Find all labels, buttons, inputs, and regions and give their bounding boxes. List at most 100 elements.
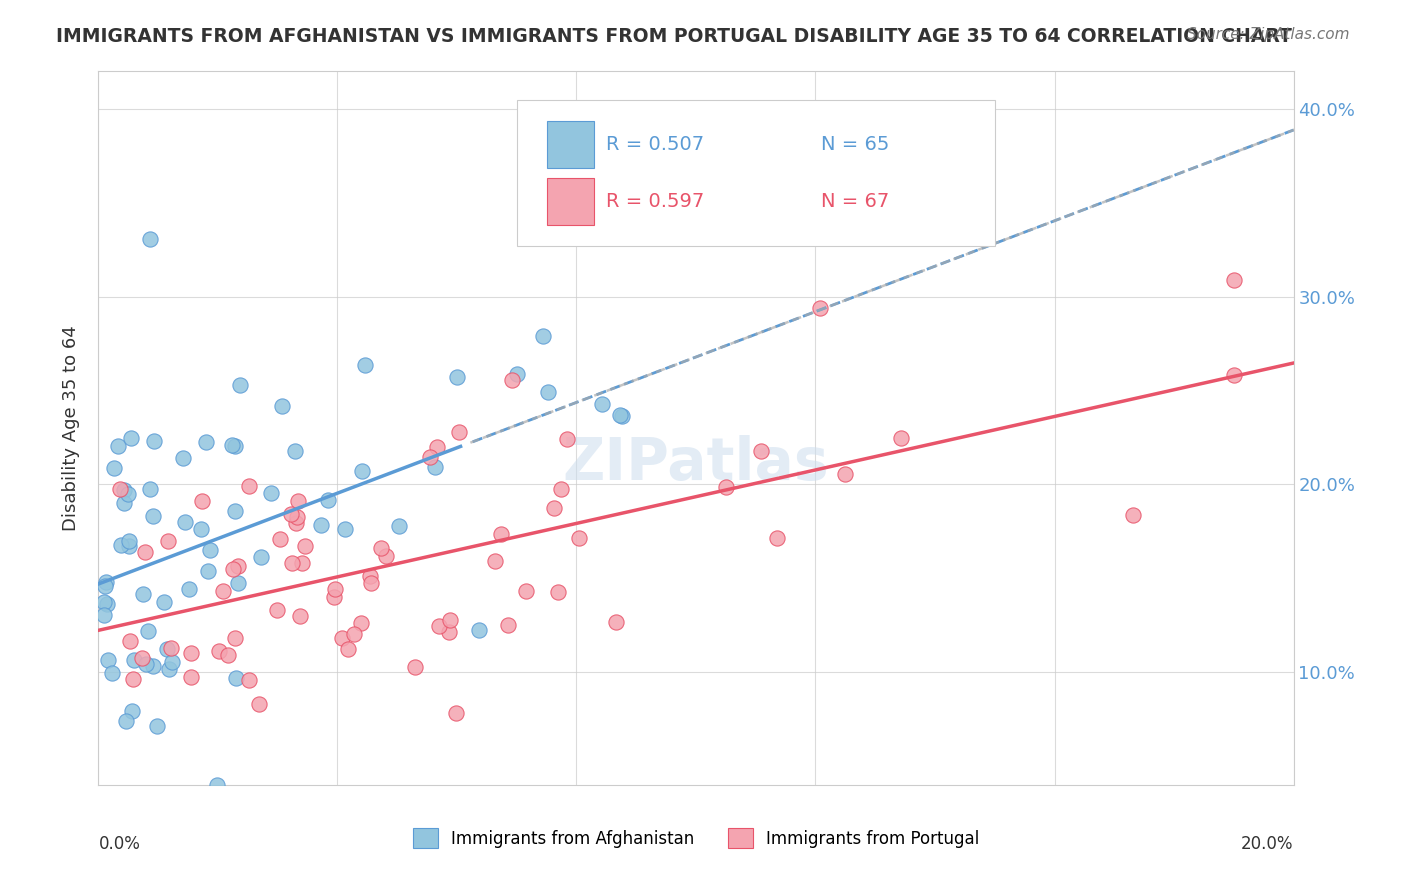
- Point: [153, 595, 176, 609]
- Point: [343, 626, 366, 640]
- Point: [337, 642, 360, 657]
- Point: [226, 575, 249, 590]
- Point: [555, 432, 578, 446]
- Point: [359, 569, 381, 583]
- Point: [249, 697, 271, 711]
- Text: N = 65: N = 65: [821, 136, 890, 154]
- Point: [112, 496, 135, 510]
- Point: [93, 607, 115, 622]
- Point: [217, 648, 239, 662]
- Point: [191, 494, 214, 508]
- Point: [354, 358, 377, 372]
- Y-axis label: Disability Age 35 to 64: Disability Age 35 to 64: [62, 326, 80, 531]
- Point: [132, 587, 155, 601]
- Text: ZIPatlas: ZIPatlas: [562, 435, 830, 492]
- Point: [284, 444, 307, 458]
- Point: [136, 624, 159, 639]
- Point: [190, 522, 212, 536]
- Point: [142, 659, 165, 673]
- Point: [284, 516, 307, 530]
- Point: [198, 542, 221, 557]
- Point: [280, 507, 302, 521]
- Point: [155, 641, 177, 656]
- Point: [195, 435, 218, 450]
- Point: [146, 719, 169, 733]
- Point: [489, 526, 512, 541]
- Text: 0.0%: 0.0%: [98, 835, 141, 853]
- Point: [266, 602, 288, 616]
- Point: [121, 705, 143, 719]
- Point: [93, 595, 115, 609]
- Point: [404, 660, 426, 674]
- Point: [131, 650, 153, 665]
- Point: [122, 673, 145, 687]
- Point: [221, 562, 243, 576]
- Point: [118, 539, 141, 553]
- Point: [426, 441, 449, 455]
- Point: [332, 631, 354, 645]
- Point: [322, 590, 344, 604]
- Point: [449, 425, 471, 439]
- Point: [610, 409, 633, 423]
- FancyBboxPatch shape: [547, 178, 595, 225]
- Point: [419, 450, 441, 464]
- Point: [142, 509, 165, 524]
- Point: [118, 633, 141, 648]
- Point: [547, 584, 569, 599]
- Point: [468, 623, 491, 637]
- Text: R = 0.507: R = 0.507: [606, 136, 704, 154]
- Point: [714, 480, 737, 494]
- Point: [221, 438, 243, 452]
- Point: [423, 460, 446, 475]
- Point: [103, 461, 125, 475]
- Point: [766, 531, 789, 545]
- Point: [808, 301, 831, 315]
- Point: [160, 655, 183, 669]
- Point: [139, 482, 162, 496]
- Point: [224, 632, 246, 646]
- Point: [271, 399, 294, 413]
- Point: [291, 556, 314, 570]
- Point: [97, 652, 120, 666]
- Point: [159, 640, 181, 655]
- Point: [501, 373, 523, 387]
- Point: [484, 553, 506, 567]
- Point: [208, 644, 231, 658]
- Text: 20.0%: 20.0%: [1241, 835, 1294, 853]
- Point: [135, 657, 157, 672]
- Point: [115, 714, 138, 728]
- Point: [94, 579, 117, 593]
- Point: [427, 619, 450, 633]
- Point: [515, 583, 537, 598]
- Point: [591, 397, 613, 411]
- Point: [360, 575, 382, 590]
- Point: [498, 617, 520, 632]
- Point: [224, 504, 246, 518]
- Point: [118, 534, 141, 549]
- Point: [316, 493, 339, 508]
- Point: [143, 434, 166, 448]
- Point: [609, 408, 631, 422]
- Point: [269, 532, 291, 546]
- Point: [335, 522, 357, 536]
- Point: [537, 385, 560, 400]
- Point: [107, 439, 129, 453]
- Point: [134, 545, 156, 559]
- Point: [506, 367, 529, 381]
- FancyBboxPatch shape: [547, 121, 595, 168]
- Point: [749, 444, 772, 458]
- Point: [1223, 273, 1246, 287]
- Point: [543, 500, 565, 515]
- Point: [172, 451, 194, 466]
- Point: [834, 467, 856, 481]
- Text: Source: ZipAtlas.com: Source: ZipAtlas.com: [1187, 27, 1350, 42]
- FancyBboxPatch shape: [517, 100, 995, 246]
- Point: [226, 559, 249, 574]
- Point: [439, 613, 461, 627]
- Point: [180, 647, 202, 661]
- Point: [287, 494, 309, 508]
- Point: [285, 509, 308, 524]
- Point: [446, 370, 468, 384]
- Point: [350, 464, 373, 478]
- Point: [370, 541, 392, 555]
